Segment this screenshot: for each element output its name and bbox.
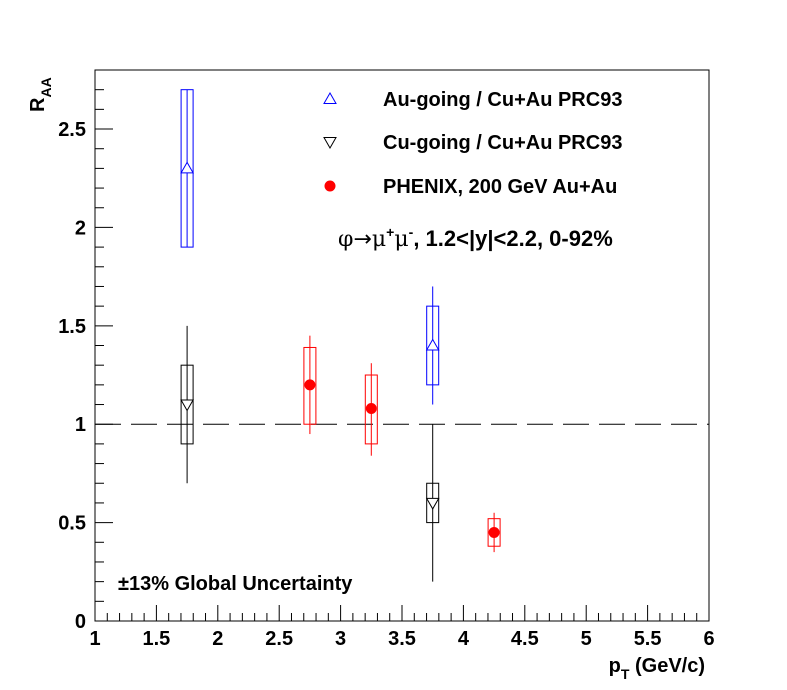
x-tick-label: 3 <box>335 628 346 650</box>
data-point <box>180 161 194 174</box>
data-point <box>488 526 500 538</box>
annotation-arrow: → <box>353 227 371 252</box>
x-tick-label: 2.5 <box>265 628 293 650</box>
legend-label: Cu-going / Cu+Au PRC93 <box>383 132 622 154</box>
annotation-minus: - <box>409 224 414 240</box>
x-tick-label: 4.5 <box>511 628 539 650</box>
data-point <box>304 379 316 391</box>
annotation: φ→μ+μ-, 1.2<|y|<2.2, 0-92% <box>338 224 613 252</box>
y-tick-label: 0 <box>75 611 86 633</box>
x-tick-label: 5 <box>581 628 592 650</box>
x-tick-label: 1.5 <box>142 628 170 650</box>
sys-error-box <box>426 482 440 524</box>
annotation-mu-2: μ <box>394 227 408 252</box>
sys-error-box <box>364 374 378 445</box>
sys-error-box <box>487 518 501 547</box>
annotation-plus: + <box>386 224 394 240</box>
x-tick-label: 1 <box>89 628 100 650</box>
sys-error-box <box>180 364 194 445</box>
x-tick-labels: 1 1.5 2 2.5 3 3.5 4 4.5 5 5.5 6 <box>89 628 714 650</box>
data-point <box>425 497 440 510</box>
data-points <box>180 89 501 582</box>
annotation-phi: φ <box>338 227 353 252</box>
y-tick-label: 2 <box>75 217 86 239</box>
legend-label: PHENIX, 200 GeV Au+Au <box>383 176 617 198</box>
y-axis-label: RAA <box>27 77 54 112</box>
x-axis-label-unit: (GeV/c) <box>629 655 705 677</box>
x-axis-label: pT (GeV/c) <box>609 655 705 682</box>
x-tick-label: 6 <box>703 628 714 650</box>
x-tick-label: 2 <box>212 628 223 650</box>
y-tick-label: 0.5 <box>58 513 86 535</box>
y-axis-label-sub: AA <box>38 77 54 97</box>
y-tick-label: 2.5 <box>58 119 86 141</box>
legend-marker <box>323 91 337 104</box>
legend-label: Au-going / Cu+Au PRC93 <box>383 89 622 111</box>
axis-ticks <box>94 69 710 622</box>
y-tick-labels: 0 0.5 1 1.5 2 2.5 <box>58 119 86 633</box>
data-point <box>365 402 377 414</box>
y-tick-label: 1.5 <box>58 316 86 338</box>
data-point <box>425 338 440 351</box>
y-tick-label: 1 <box>75 414 86 436</box>
legend-marker <box>324 180 336 192</box>
y-axis-label-main: R <box>27 97 49 112</box>
data-point <box>180 399 194 412</box>
legend-marker <box>323 137 337 150</box>
global-uncertainty-label: ±13% Global Uncertainty <box>118 573 353 595</box>
x-tick-label: 5.5 <box>634 628 662 650</box>
sys-error-box <box>426 305 440 386</box>
x-tick-label: 3.5 <box>388 628 416 650</box>
annotation-rest: , 1.2<|y|<2.2, 0-92% <box>413 226 612 251</box>
legend: Au-going / Cu+Au PRC93 Cu-going / Cu+Au P… <box>323 89 622 198</box>
x-tick-label: 4 <box>458 628 470 650</box>
annotation-mu: μ <box>372 227 386 252</box>
sys-error-box <box>303 346 317 425</box>
x-axis-label-sub: T <box>621 666 630 682</box>
x-axis-label-main: p <box>609 655 621 677</box>
sys-error-box <box>180 89 194 248</box>
